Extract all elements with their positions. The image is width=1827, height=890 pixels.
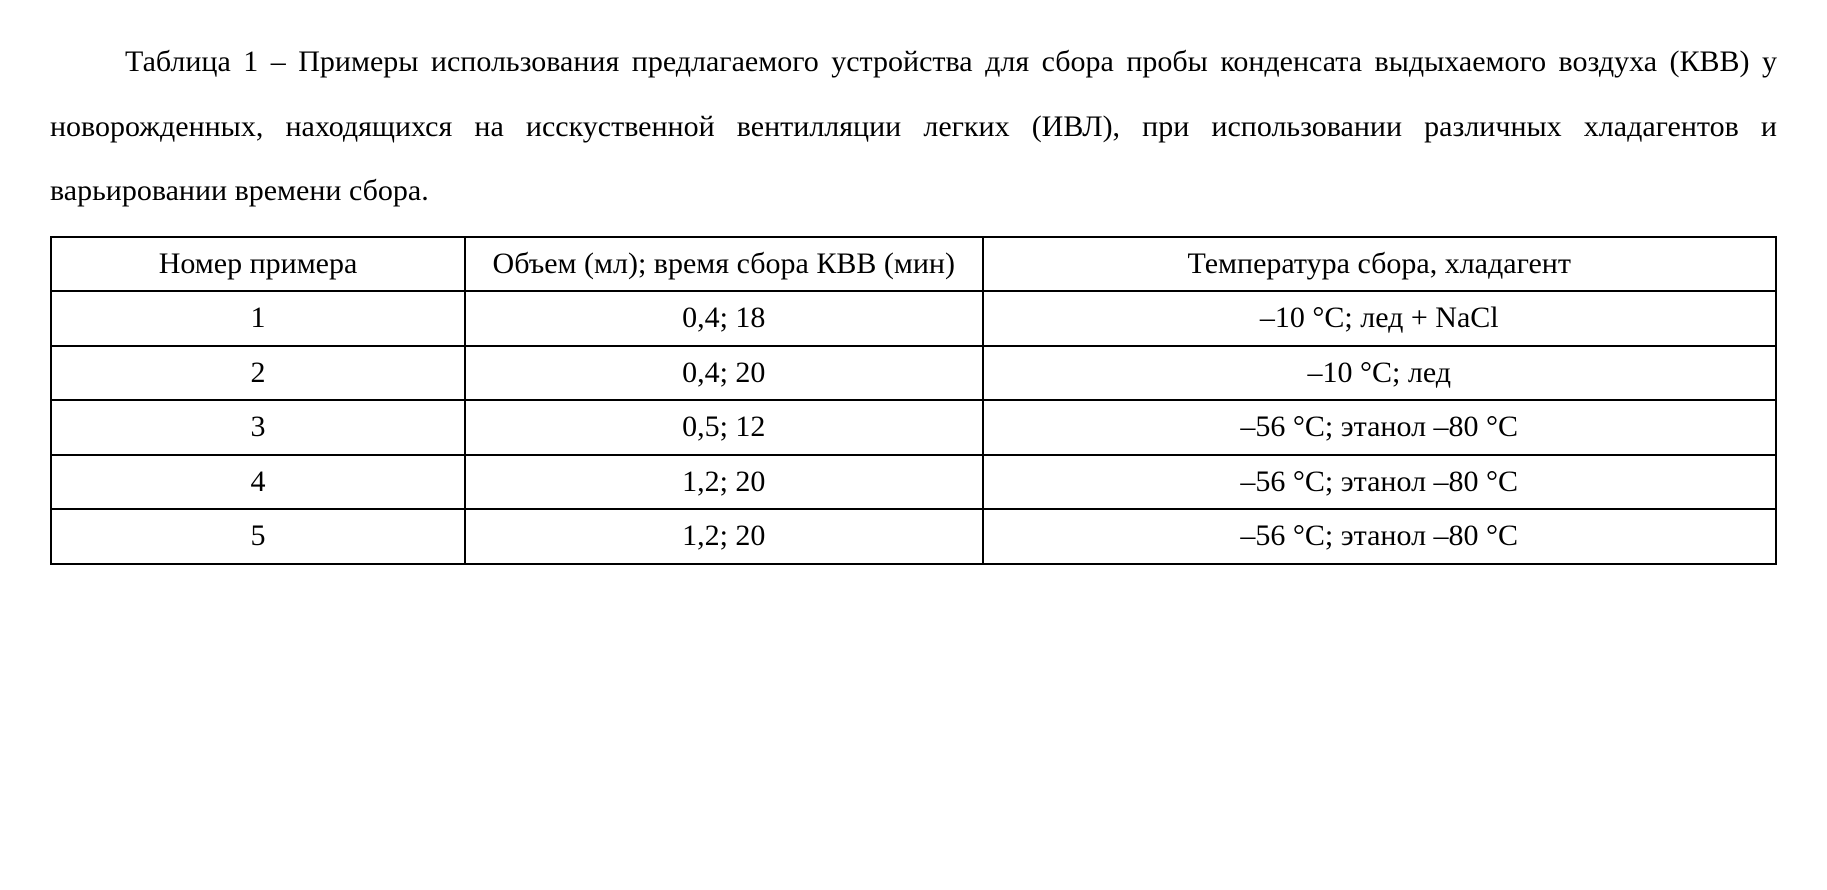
col-header-number: Номер примера	[51, 237, 465, 292]
cell-temperature: –10 °С; лед	[983, 346, 1777, 401]
cell-volume-time: 0,5; 12	[465, 400, 983, 455]
cell-volume-time: 0,4; 20	[465, 346, 983, 401]
col-header-temperature: Температура сбора, хладагент	[983, 237, 1777, 292]
cell-number: 1	[51, 291, 465, 346]
table-row: 3 0,5; 12 –56 °С; этанол –80 °С	[51, 400, 1776, 455]
table-row: 5 1,2; 20 –56 °С; этанол –80 °С	[51, 509, 1776, 564]
data-table: Номер примера Объем (мл); время сбора КВ…	[50, 236, 1777, 565]
cell-number: 5	[51, 509, 465, 564]
cell-number: 2	[51, 346, 465, 401]
table-row: 2 0,4; 20 –10 °С; лед	[51, 346, 1776, 401]
cell-temperature: –10 °С; лед + NaCl	[983, 291, 1777, 346]
cell-temperature: –56 °С; этанол –80 °С	[983, 400, 1777, 455]
cell-number: 4	[51, 455, 465, 510]
cell-volume-time: 1,2; 20	[465, 455, 983, 510]
table-row: 4 1,2; 20 –56 °С; этанол –80 °С	[51, 455, 1776, 510]
cell-number: 3	[51, 400, 465, 455]
cell-temperature: –56 °С; этанол –80 °С	[983, 455, 1777, 510]
table-row: 1 0,4; 18 –10 °С; лед + NaCl	[51, 291, 1776, 346]
cell-volume-time: 0,4; 18	[465, 291, 983, 346]
col-header-volume-time: Объем (мл); время сбора КВВ (мин)	[465, 237, 983, 292]
cell-volume-time: 1,2; 20	[465, 509, 983, 564]
cell-temperature: –56 °С; этанол –80 °С	[983, 509, 1777, 564]
table-caption: Таблица 1 – Примеры использования предла…	[50, 30, 1777, 224]
table-header-row: Номер примера Объем (мл); время сбора КВ…	[51, 237, 1776, 292]
